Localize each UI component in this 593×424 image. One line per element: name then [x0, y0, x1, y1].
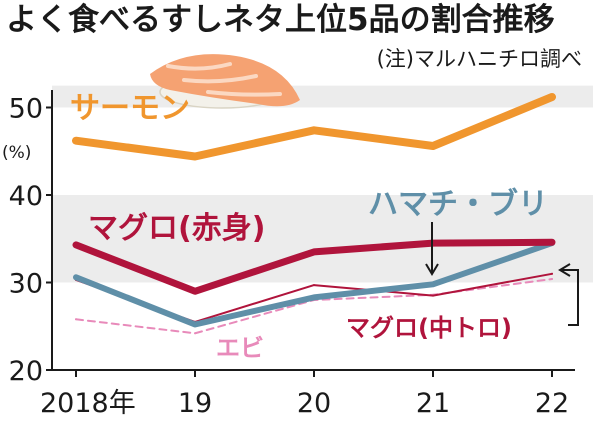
x-tick-label: 22 — [535, 388, 569, 419]
point-tuna-red — [549, 239, 555, 246]
point-salmon — [72, 137, 80, 145]
point-salmon — [548, 93, 556, 101]
point-tuna-red — [73, 241, 79, 248]
x-tick-label: 2018年 — [40, 388, 136, 419]
tuna-medium-bracket — [562, 269, 579, 326]
y-axis: 20 30 40 50 — [9, 90, 53, 387]
x-tick-label: 21 — [416, 388, 450, 419]
point-salmon — [310, 126, 318, 134]
x-axis: 2018年 19 20 21 22 — [40, 369, 575, 419]
sushi-illustration — [150, 54, 300, 109]
series-label-salmon: サーモン — [70, 91, 190, 126]
series-label-tuna-red: マグロ(赤身) — [88, 211, 265, 246]
unit-label: (%) — [2, 143, 31, 163]
point-ebi — [194, 332, 196, 335]
point-tuna-red — [192, 288, 198, 295]
source-note: (注)マルハニチロ調べ — [377, 47, 582, 71]
x-tick-label: 20 — [297, 388, 331, 419]
series-label-tuna-medium: マグロ(中トロ) — [346, 314, 512, 342]
point-hamachi — [192, 322, 198, 327]
series-label-ebi: エビ — [216, 334, 264, 362]
point-tuna-medium — [551, 272, 553, 275]
series-label-hamachi: ハマチ・ブリ — [368, 187, 548, 222]
y-tick-label: 50 — [9, 94, 43, 125]
point-tuna-medium — [432, 294, 434, 297]
y-tick-label: 30 — [9, 269, 43, 300]
point-ebi — [75, 318, 77, 321]
y-tick-label: 20 — [9, 356, 43, 387]
x-tick-label: 19 — [178, 388, 212, 419]
point-hamachi — [311, 294, 317, 300]
chart-title: よく食べるすしネタ上位5品の割合推移 — [6, 2, 555, 38]
point-tuna-medium — [313, 284, 315, 287]
point-salmon — [191, 153, 199, 160]
point-salmon — [429, 142, 437, 150]
series-lines — [72, 93, 556, 335]
point-tuna-red — [311, 248, 317, 255]
annotations — [425, 222, 579, 326]
point-hamachi — [430, 281, 436, 287]
point-ebi — [551, 278, 553, 280]
y-tick-label: 40 — [9, 181, 43, 212]
point-hamachi — [73, 274, 79, 280]
